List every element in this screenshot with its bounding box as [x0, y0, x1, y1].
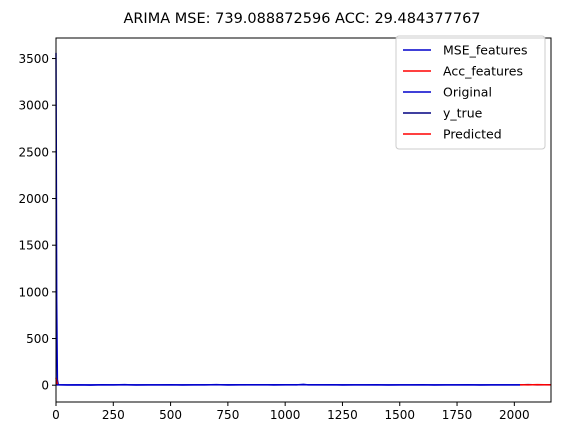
legend-label: Predicted — [443, 127, 502, 142]
legend-label: Acc_features — [443, 64, 523, 79]
x-tick-label: 1000 — [270, 408, 301, 422]
legend-label: Original — [443, 85, 492, 100]
legend-box — [395, 35, 546, 150]
y-tick-label: 3500 — [18, 52, 49, 66]
y-tick-label: 500 — [26, 332, 49, 346]
plot-frame — [55, 37, 552, 403]
y-tick-label: 1000 — [18, 285, 49, 299]
legend: MSE_features Acc_features Original y_true Pr… — [395, 35, 546, 150]
chart-title: ARIMA MSE: 739.088872596 ACC: 29.4843777… — [123, 11, 480, 27]
x-tick-label: 1750 — [442, 408, 473, 422]
y-axis: 0 500 1000 1500 2000 2500 3000 3500 — [18, 52, 56, 393]
x-tick-label: 1250 — [327, 408, 358, 422]
y-tick-label: 0 — [41, 379, 49, 393]
legend-label: MSE_features — [443, 43, 528, 58]
y-tick-label: 3000 — [18, 99, 49, 113]
x-tick-label: 250 — [102, 408, 125, 422]
series-layer — [55, 52, 552, 386]
y-tick-label: 1500 — [18, 239, 49, 253]
x-tick-label: 1500 — [384, 408, 415, 422]
y-tick-label: 2500 — [18, 145, 49, 159]
x-tick-label: 750 — [216, 408, 239, 422]
x-tick-label: 500 — [159, 408, 182, 422]
x-tick-label: 0 — [52, 408, 60, 422]
y-tick-label: 2000 — [18, 192, 49, 206]
x-axis: 0 250 500 750 1000 1250 1500 1750 2000 — [52, 402, 530, 422]
x-tick-label: 2000 — [499, 408, 530, 422]
legend-label: y_true — [443, 106, 483, 121]
